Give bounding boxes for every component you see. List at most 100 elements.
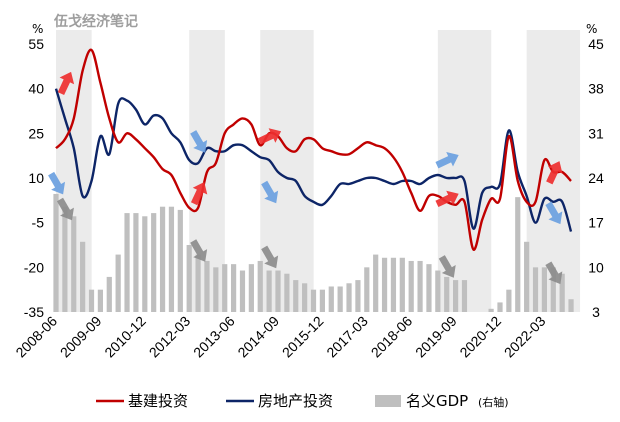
gdp-bar (373, 254, 379, 312)
x-tick-label: 2018-06 (368, 313, 416, 361)
x-tick-label: 2017-03 (323, 313, 371, 361)
left-tick-label: -5 (32, 215, 45, 231)
x-tick-label: 2009-09 (57, 313, 105, 361)
trend-arrow-shape (545, 201, 563, 225)
trend-arrow-shape (438, 255, 456, 278)
trend-arrow (261, 245, 279, 269)
x-axis-ticks: 2008-062009-092010-122012-032013-062014-… (12, 313, 548, 361)
gdp-bar (417, 260, 423, 312)
gdp-bar (168, 206, 175, 312)
trend-arrow-shape (261, 180, 279, 204)
gdp-bar (275, 270, 281, 312)
shaded-period (260, 30, 314, 312)
gdp-bar (328, 286, 334, 312)
gdp-bar (408, 260, 414, 312)
trend-arrow (56, 197, 74, 221)
right-tick-label: 10 (588, 259, 604, 275)
gdp-bar (62, 206, 68, 312)
gdp-bar (541, 267, 547, 312)
gdp-bar (71, 216, 77, 312)
trend-arrow (261, 180, 279, 204)
gdp-bar (53, 193, 59, 312)
right-tick-label: 3 (592, 304, 600, 320)
trend-arrow-shape (435, 152, 459, 169)
legend-label-realestate: 房地产投资 (258, 392, 333, 410)
gdp-bar (177, 209, 183, 312)
trend-arrow (190, 182, 208, 206)
gdp-bar (444, 276, 450, 312)
trend-arrow-shape (190, 182, 208, 206)
gdp-bar (568, 299, 574, 312)
trend-arrow (190, 239, 208, 262)
gdp-bar (266, 270, 272, 312)
trend-arrow-shape (261, 245, 279, 269)
trend-arrow (545, 261, 563, 285)
gdp-bar (106, 276, 112, 312)
trend-arrow-shape (545, 261, 563, 285)
gdp-bar (133, 213, 139, 312)
legend-swatch-gdp (375, 395, 401, 407)
trend-arrow (435, 152, 459, 169)
gdp-bar (222, 264, 228, 312)
gdp-bar (115, 254, 121, 312)
right-tick-label: 31 (588, 125, 604, 141)
trend-arrow-shape (257, 128, 282, 145)
x-tick-label: 2022-03 (501, 313, 549, 361)
gdp-bar (80, 241, 86, 312)
trend-arrow (435, 190, 459, 208)
left-tick-label: 55 (28, 36, 44, 52)
right-axis-ticks: 45 38 31 24 17 10 3 (588, 36, 604, 320)
gdp-bar (310, 289, 317, 312)
gdp-bar (426, 264, 432, 312)
trend-arrow-shape (546, 161, 563, 185)
series-line-infrastructure (55, 48, 572, 251)
gdp-bar (364, 267, 370, 312)
gdp-bar (399, 257, 405, 312)
x-tick-label: 2019-09 (412, 313, 460, 361)
left-tick-label: 40 (28, 81, 44, 97)
gdp-bar (461, 280, 468, 312)
gdp-bar (488, 308, 494, 312)
gdp-bar (506, 289, 512, 312)
legend: 基建投资 房地产投资 名义GDP (右轴) (96, 392, 509, 410)
right-tick-label: 45 (588, 36, 604, 52)
left-axis-unit: % (32, 22, 43, 36)
gdp-bar (453, 280, 459, 312)
right-axis-unit: % (586, 22, 597, 36)
gdp-bar (186, 245, 192, 312)
trend-arrow-shape (48, 171, 66, 195)
gdp-bar (124, 213, 130, 312)
trend-arrow-shape (56, 197, 74, 221)
left-tick-label: -35 (24, 304, 44, 320)
trend-arrow-shape (190, 239, 208, 262)
left-tick-label: 25 (28, 125, 44, 141)
gdp-bar (231, 264, 237, 312)
gdp-bars (53, 193, 574, 312)
trend-arrow (48, 171, 66, 195)
legend-label-gdp-suffix: (右轴) (478, 395, 509, 409)
trend-arrow (57, 71, 75, 96)
series-line-realestate (54, 88, 573, 232)
trend-arrow-shape (435, 190, 459, 208)
gdp-bar (204, 260, 210, 312)
gdp-bar (524, 241, 530, 312)
left-tick-label: -20 (24, 259, 44, 275)
gdp-bar (248, 264, 254, 312)
gdp-bar (195, 254, 201, 312)
x-tick-label: 2010-12 (101, 313, 149, 361)
legend-label-infrastructure: 基建投资 (128, 392, 188, 410)
gdp-bar (159, 206, 166, 312)
trend-arrow (545, 201, 563, 225)
gdp-bar (532, 267, 539, 312)
trend-arrow (546, 161, 563, 185)
gdp-bar (142, 216, 148, 312)
x-tick-label: 2012-03 (146, 313, 194, 361)
x-tick-label: 2020-12 (456, 313, 504, 361)
investment-lines (54, 48, 573, 251)
gdp-bar (337, 286, 343, 312)
gdp-bar (293, 280, 299, 312)
gdp-bar (435, 270, 441, 312)
trend-arrow (190, 130, 208, 153)
gdp-bar (284, 273, 290, 312)
